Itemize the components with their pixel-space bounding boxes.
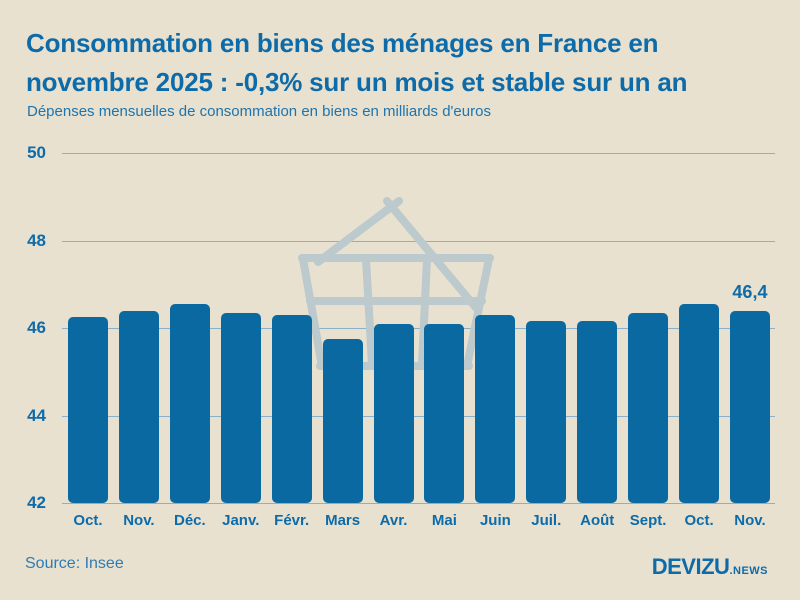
x-axis-label-5: Mars xyxy=(325,512,361,529)
chart-title-line2: novembre 2025 : -0,3% sur un mois et sta… xyxy=(26,67,688,97)
bar-févr-4 xyxy=(271,314,312,503)
y-tick-label-48: 48 xyxy=(27,230,46,250)
bar-juil-9 xyxy=(526,321,567,503)
bar-nov-1 xyxy=(118,310,159,503)
x-axis-label-0: Oct. xyxy=(73,512,103,529)
bar-janv-3 xyxy=(220,312,261,503)
x-axis-label-8: Juin xyxy=(479,512,511,529)
y-tick-label-44: 44 xyxy=(27,405,46,425)
bar-mai-7 xyxy=(424,323,465,503)
source-note: Source: Insee xyxy=(25,555,124,572)
x-axis-label-6: Avr. xyxy=(379,512,408,529)
gridline-44 xyxy=(62,415,775,417)
gridline-46 xyxy=(62,328,775,329)
x-axis-label-2: Déc. xyxy=(173,512,206,529)
devizu-logo-suffix: .NEWS xyxy=(729,565,768,577)
devizu-logo-main: DEVIZU xyxy=(651,554,730,579)
bar-juin-8 xyxy=(475,314,516,503)
chart-subtitle: Dépenses mensuelles de consommation en b… xyxy=(27,103,491,120)
y-tick-label-42: 42 xyxy=(27,493,46,512)
x-axis-label-3: Janv. xyxy=(222,512,260,529)
y-tick-label-46: 46 xyxy=(27,318,46,337)
bar-avr-6 xyxy=(373,323,414,503)
x-axis-label-12: Oct. xyxy=(684,512,714,529)
devizu-logo: DEVIZU.NEWS xyxy=(652,554,768,580)
gridline-42 xyxy=(62,503,775,504)
bar-mars-5 xyxy=(322,338,363,503)
bar-sept-11 xyxy=(628,312,669,503)
x-axis-label-7: Mai xyxy=(431,512,457,529)
chart-title: Consommation en biens des ménages en Fra… xyxy=(26,24,776,102)
x-axis-label-11: Sept. xyxy=(629,512,667,529)
bar-août-10 xyxy=(577,321,618,503)
x-axis-label-4: Févr. xyxy=(274,512,310,529)
x-axis-label-10: Août xyxy=(580,512,615,529)
last-bar-value-label: 46,4 xyxy=(732,281,768,302)
chart-title-line1: Consommation en biens des ménages en Fra… xyxy=(26,28,659,58)
bar-nov-13 xyxy=(729,310,770,503)
y-tick-label-50: 50 xyxy=(27,143,46,162)
x-axis-label-9: Juil. xyxy=(531,512,562,529)
bar-oct-12 xyxy=(679,303,720,503)
gridline-50 xyxy=(62,153,775,154)
x-axis-label-1: Nov. xyxy=(123,512,155,529)
bar-oct-0 xyxy=(68,317,108,503)
x-axis-label-13: Nov. xyxy=(734,512,766,529)
bar-déc-2 xyxy=(169,303,210,503)
